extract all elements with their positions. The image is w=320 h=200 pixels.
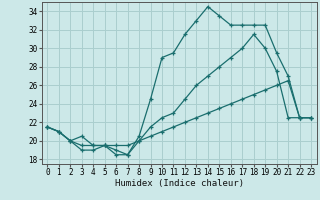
X-axis label: Humidex (Indice chaleur): Humidex (Indice chaleur) bbox=[115, 179, 244, 188]
